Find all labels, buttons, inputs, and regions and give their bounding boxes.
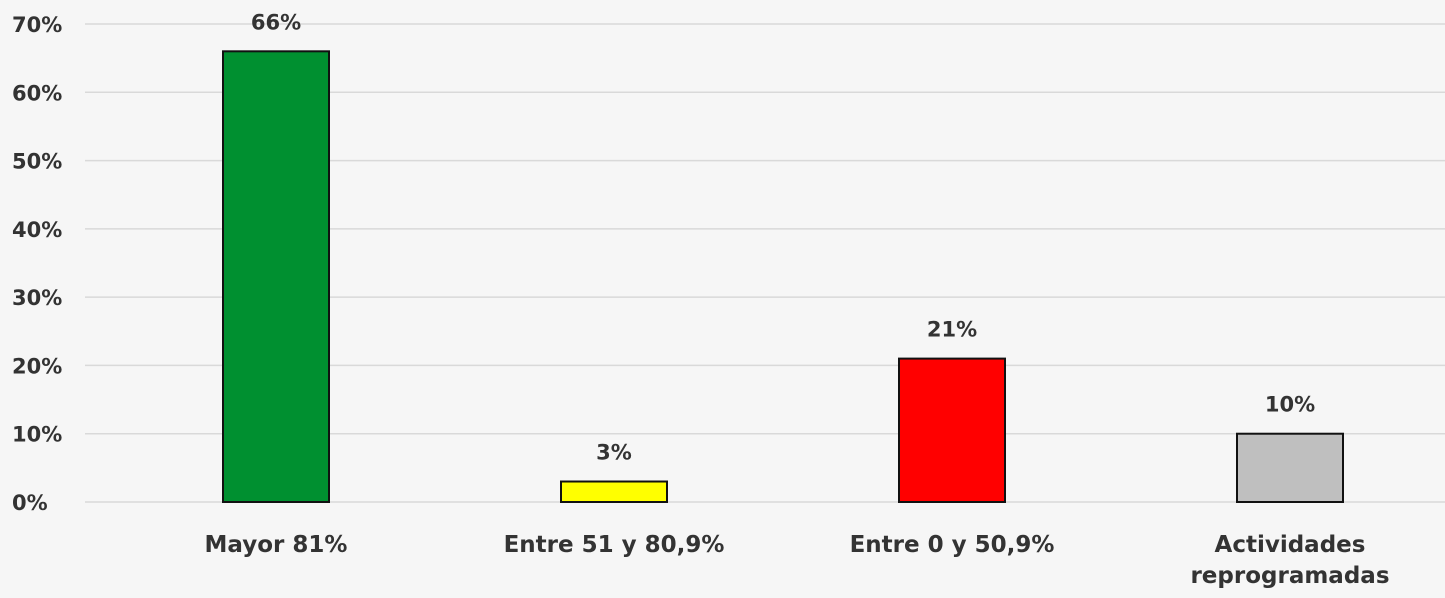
y-tick-label: 40% bbox=[12, 218, 62, 242]
value-label: 3% bbox=[596, 441, 632, 465]
x-tick-label: Entre 51 y 80,9% bbox=[503, 532, 725, 558]
y-tick-label: 60% bbox=[12, 81, 62, 105]
bar bbox=[898, 357, 1006, 503]
bar bbox=[1236, 432, 1344, 504]
value-label: 10% bbox=[1265, 393, 1315, 417]
x-tick-label: Mayor 81% bbox=[204, 532, 348, 558]
x-tick-label: Actividades reprogramadas bbox=[1190, 532, 1390, 589]
value-label: 66% bbox=[251, 10, 301, 34]
y-tick-label: 0% bbox=[12, 491, 48, 515]
y-tick-label: 30% bbox=[12, 286, 62, 310]
bar bbox=[560, 480, 668, 503]
bar bbox=[222, 50, 330, 503]
value-label: 21% bbox=[927, 318, 977, 342]
y-tick-label: 50% bbox=[12, 150, 62, 174]
y-tick-label: 10% bbox=[12, 423, 62, 447]
y-tick-label: 70% bbox=[12, 13, 62, 37]
y-tick-label: 20% bbox=[12, 354, 62, 378]
x-tick-label: Entre 0 y 50,9% bbox=[849, 532, 1055, 558]
